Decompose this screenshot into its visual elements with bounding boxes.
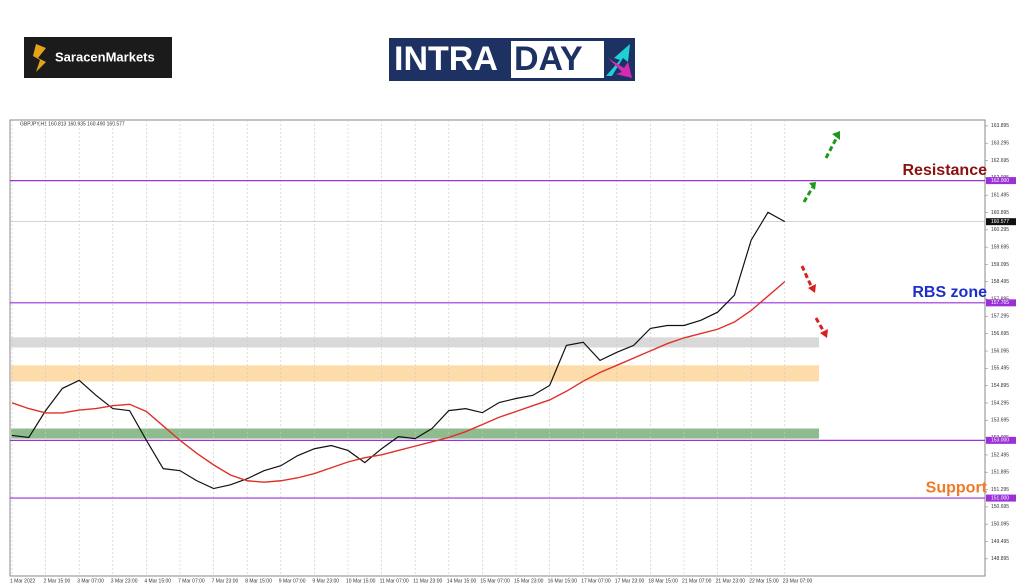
arrow-down	[814, 317, 826, 333]
arrow-head	[820, 329, 828, 338]
x-tick-label: 4 Mar 15:00	[144, 578, 171, 584]
zone	[11, 337, 819, 348]
level-tag-label: 162.000	[991, 178, 1009, 184]
x-tick-label: 17 Mar 07:00	[581, 578, 611, 584]
banner-arrow-up	[606, 44, 630, 76]
x-tick-label: 9 Mar 07:00	[279, 578, 306, 584]
x-tick-label: 16 Mar 15:00	[548, 578, 578, 584]
x-tick-label: 1 Mar 2022	[10, 578, 36, 584]
banner-right: DAY	[514, 40, 583, 78]
level-tag	[986, 177, 1016, 185]
y-tick-label: 159.095	[991, 262, 1009, 268]
x-tick-label: 10 Mar 15:00	[346, 578, 376, 584]
level-note: Resistance	[903, 162, 988, 179]
x-tick-label: 15 Mar 07:00	[480, 578, 510, 584]
arrow-head	[809, 182, 816, 190]
level-tag-label: 151.000	[991, 495, 1009, 501]
arrow-down	[800, 265, 814, 289]
arrow-head	[808, 284, 816, 293]
level-tag-label: 157.765	[991, 300, 1009, 306]
banner-left: INTRA	[394, 40, 498, 78]
x-tick-label: 18 Mar 15:00	[648, 578, 678, 584]
y-tick-label: 154.895	[991, 383, 1009, 389]
x-tick-label: 9 Mar 23:00	[312, 578, 339, 584]
level-tag	[986, 299, 1016, 307]
y-tick-label: 163.295	[991, 141, 1009, 147]
brand-logo-icon	[33, 44, 46, 72]
y-tick-label: 158.495	[991, 279, 1009, 285]
x-tick-label: 17 Mar 23:00	[615, 578, 645, 584]
y-tick-label: 155.495	[991, 366, 1009, 372]
y-tick-label: 152.495	[991, 452, 1009, 458]
x-tick-label: 3 Mar 07:00	[77, 578, 104, 584]
plot-frame	[9, 119, 986, 577]
x-tick-label: 22 Mar 15:00	[749, 578, 779, 584]
y-tick-label: 161.495	[991, 193, 1009, 199]
x-tick-label: 3 Mar 23:00	[111, 578, 138, 584]
level-note: RBS zone	[912, 284, 987, 301]
banner-arrow-down	[608, 58, 632, 78]
y-tick-label: 150.095	[991, 522, 1009, 528]
level-tag	[986, 436, 1016, 444]
x-tick-label: 21 Mar 07:00	[682, 578, 712, 584]
y-tick-label: 149.495	[991, 539, 1009, 545]
x-tick-label: 23 Mar 07:00	[783, 578, 813, 584]
level-tag-label: 153.000	[991, 438, 1009, 444]
x-tick-label: 15 Mar 23:00	[514, 578, 544, 584]
series-line	[11, 281, 786, 483]
x-tick-label: 11 Mar 07:00	[380, 578, 409, 584]
y-tick-label: 156.095	[991, 348, 1009, 354]
x-tick-label: 7 Mar 07:00	[178, 578, 205, 584]
arrow-up	[802, 184, 816, 203]
x-tick-label: 21 Mar 23:00	[716, 578, 746, 584]
y-tick-label: 153.695	[991, 418, 1009, 424]
x-tick-label: 8 Mar 15:00	[245, 578, 272, 584]
last-price-tag	[986, 218, 1016, 226]
x-tick-label: 11 Mar 23:00	[413, 578, 442, 584]
arrows	[800, 131, 840, 338]
y-tick-label: 162.695	[991, 158, 1009, 164]
x-tick-label: 14 Mar 15:00	[447, 578, 477, 584]
arrow-up	[824, 136, 839, 159]
x-tick-label: 7 Mar 23:00	[212, 578, 239, 584]
banner-right-bg	[511, 41, 604, 78]
y-tick-label: 151.295	[991, 487, 1009, 493]
level-note: Support	[926, 479, 988, 496]
y-tick-label: 163.895	[991, 123, 1009, 129]
brand-name: SaracenMarkets	[55, 49, 155, 64]
arrow-head	[832, 131, 840, 140]
y-tick-label: 157.295	[991, 314, 1009, 320]
x-tick-label: 2 Mar 15:00	[44, 578, 71, 584]
y-tick-label: 159.695	[991, 244, 1009, 250]
last-price-label: 160.577	[991, 219, 1009, 225]
y-tick-label: 160.895	[991, 210, 1009, 216]
symbol-info: GBPJPY,H1 160.813 160.935 160.490 160.57…	[20, 121, 125, 127]
y-tick-label: 150.695	[991, 504, 1009, 510]
y-tick-label: 156.695	[991, 331, 1009, 337]
y-tick-label: 148.895	[991, 556, 1009, 562]
y-tick-label: 151.895	[991, 470, 1009, 476]
y-tick-label: 154.295	[991, 400, 1009, 406]
series-line	[11, 211, 786, 490]
brand-logo-bg	[24, 37, 172, 78]
level-tag	[986, 494, 1016, 502]
y-tick-label: 160.295	[991, 227, 1009, 233]
